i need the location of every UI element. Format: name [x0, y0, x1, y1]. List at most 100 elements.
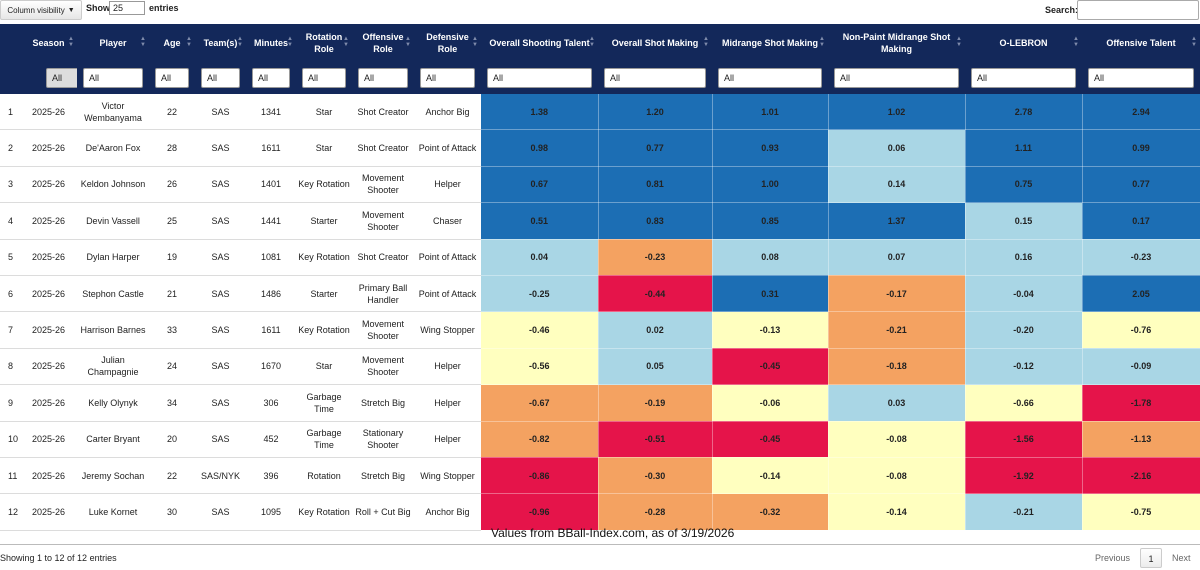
column-header[interactable]: Offensive Talent ▲ ▼ [1082, 24, 1200, 61]
stat-cell: 0.93 [712, 129, 829, 167]
sort-icon: ▲ ▼ [287, 36, 293, 48]
column-header[interactable]: Player ▲ ▼ [77, 24, 149, 61]
stat-cell: 0.51 [481, 202, 599, 240]
column-filter-input[interactable]: All [420, 67, 475, 88]
stat-cell: 0.14 [828, 166, 966, 204]
cell-season: 2025-26 [20, 384, 77, 422]
cell-rotation: Star [296, 94, 352, 131]
row-number: 11 [0, 457, 20, 495]
filter-row: All All All All All All All All All All All All All A… [0, 61, 1200, 94]
previous-button[interactable]: Previous [1095, 553, 1131, 563]
cell-offensive: Shot Creator [352, 94, 414, 131]
stat-cell: -0.20 [965, 311, 1083, 349]
column-filter-input[interactable]: All [201, 67, 240, 88]
filter-cell: All [598, 61, 712, 94]
cell-defensive: Helper [414, 421, 481, 458]
column-header[interactable]: Rotation Role ▲ ▼ [296, 24, 352, 61]
column-header-label: Offensive Talent [1106, 37, 1176, 48]
stat-cell: -1.56 [965, 421, 1083, 458]
column-filter-input[interactable]: All [302, 67, 346, 88]
column-filter-input[interactable]: All [604, 67, 706, 88]
cell-offensive: Primary Ball Handler [352, 275, 414, 313]
cell-rotation: Key Rotation [296, 311, 352, 349]
column-header[interactable]: O-LEBRON ▲ ▼ [965, 24, 1082, 61]
column-header[interactable]: Season ▲ ▼ [20, 24, 77, 61]
cell-rotation: Key Rotation [296, 166, 352, 204]
cell-defensive: Point of Attack [414, 275, 481, 313]
cell-age: 33 [149, 311, 195, 349]
column-filter-input[interactable]: All [358, 67, 408, 88]
cell-minutes: 1081 [246, 239, 296, 276]
stat-cell: -0.08 [828, 457, 966, 495]
filter-cell: All [149, 61, 195, 94]
sort-icon: ▲ ▼ [819, 36, 825, 48]
column-visibility-button[interactable]: Column visibility ▼ [0, 0, 82, 20]
table-row: 1 2025-26 Victor Wembanyama 22 SAS 1341 Star Sh… [0, 94, 1200, 131]
table-row: 10 2025-26 Carter Bryant 20 SAS 452 Garbage Ti… [0, 421, 1200, 458]
sort-icon: ▲ ▼ [237, 36, 243, 48]
page-1-button[interactable]: 1 [1140, 548, 1162, 568]
table-row: 2 2025-26 De'Aaron Fox 28 SAS 1611 Star Shot Cr… [0, 129, 1200, 167]
column-header[interactable]: Overall Shooting Talent ▲ ▼ [481, 24, 598, 61]
next-button[interactable]: Next [1172, 553, 1191, 563]
page-size-select[interactable]: 25 [109, 1, 145, 15]
cell-age: 21 [149, 275, 195, 313]
column-header-label: Minutes [253, 37, 288, 48]
table-row: 11 2025-26 Jeremy Sochan 22 SAS/NYK 396 Rotati… [0, 457, 1200, 495]
column-header[interactable]: Overall Shot Making ▲ ▼ [598, 24, 712, 61]
column-header-label: Non-Paint Midrange Shot Making [842, 31, 951, 54]
stat-cell: -0.21 [965, 493, 1083, 531]
cell-player: De'Aaron Fox [77, 129, 149, 167]
column-filter-input[interactable]: All [971, 67, 1076, 88]
stat-cell: -1.78 [1082, 384, 1200, 422]
cell-age: 19 [149, 239, 195, 276]
stat-cell: -0.12 [965, 348, 1083, 386]
cell-age: 25 [149, 202, 195, 240]
index-header [0, 24, 20, 61]
stat-cell: -0.19 [598, 384, 713, 422]
column-header[interactable]: Team(s) ▲ ▼ [195, 24, 246, 61]
cell-player: Kelly Olynyk [77, 384, 149, 422]
cell-defensive: Helper [414, 348, 481, 386]
cell-age: 24 [149, 348, 195, 386]
stat-cell: -0.76 [1082, 311, 1200, 349]
cell-offensive: Stretch Big [352, 384, 414, 422]
search-input[interactable] [1077, 0, 1199, 20]
column-filter-input[interactable]: All [834, 67, 959, 88]
table-row: 12 2025-26 Luke Kornet 30 SAS 1095 Key Rotatio… [0, 493, 1200, 531]
sort-icon: ▲ ▼ [68, 36, 74, 48]
column-header[interactable]: Defensive Role ▲ ▼ [414, 24, 481, 61]
cell-rotation: Star [296, 129, 352, 167]
column-filter-input[interactable]: All [83, 67, 143, 88]
stat-cell: 1.20 [598, 94, 713, 131]
stat-cell: -0.04 [965, 275, 1083, 313]
stat-cell: -0.75 [1082, 493, 1200, 531]
stat-cell: 1.37 [828, 202, 966, 240]
column-filter-input[interactable]: All [252, 67, 290, 88]
column-header[interactable]: Non-Paint Midrange Shot Making ▲ ▼ [828, 24, 965, 61]
column-header[interactable]: Midrange Shot Making ▲ ▼ [712, 24, 828, 61]
stat-cell: -0.66 [965, 384, 1083, 422]
stat-cell: 1.00 [712, 166, 829, 204]
cell-team: SAS [195, 202, 246, 240]
cell-season: 2025-26 [20, 166, 77, 204]
footer-divider [0, 544, 1200, 545]
column-header[interactable]: Age ▲ ▼ [149, 24, 195, 61]
cell-rotation: Garbage Time [296, 384, 352, 422]
cell-defensive: Anchor Big [414, 493, 481, 531]
column-filter-input[interactable]: All [487, 67, 592, 88]
stat-cell: -0.08 [828, 421, 966, 458]
cell-age: 34 [149, 384, 195, 422]
column-filter-input[interactable]: All [718, 67, 822, 88]
cell-team: SAS [195, 94, 246, 131]
stat-cell: -1.92 [965, 457, 1083, 495]
cell-defensive: Anchor Big [414, 94, 481, 131]
column-header[interactable]: Offensive Role ▲ ▼ [352, 24, 414, 61]
column-filter-input[interactable]: All [155, 67, 189, 88]
row-number: 4 [0, 202, 20, 240]
table-row: 4 2025-26 Devin Vassell 25 SAS 1441 Starter Mov… [0, 202, 1200, 240]
column-header-label: Defensive Role [426, 31, 469, 54]
column-header[interactable]: Minutes ▲ ▼ [246, 24, 296, 61]
column-filter-input[interactable]: All [1088, 67, 1194, 88]
cell-rotation: Garbage Time [296, 421, 352, 458]
